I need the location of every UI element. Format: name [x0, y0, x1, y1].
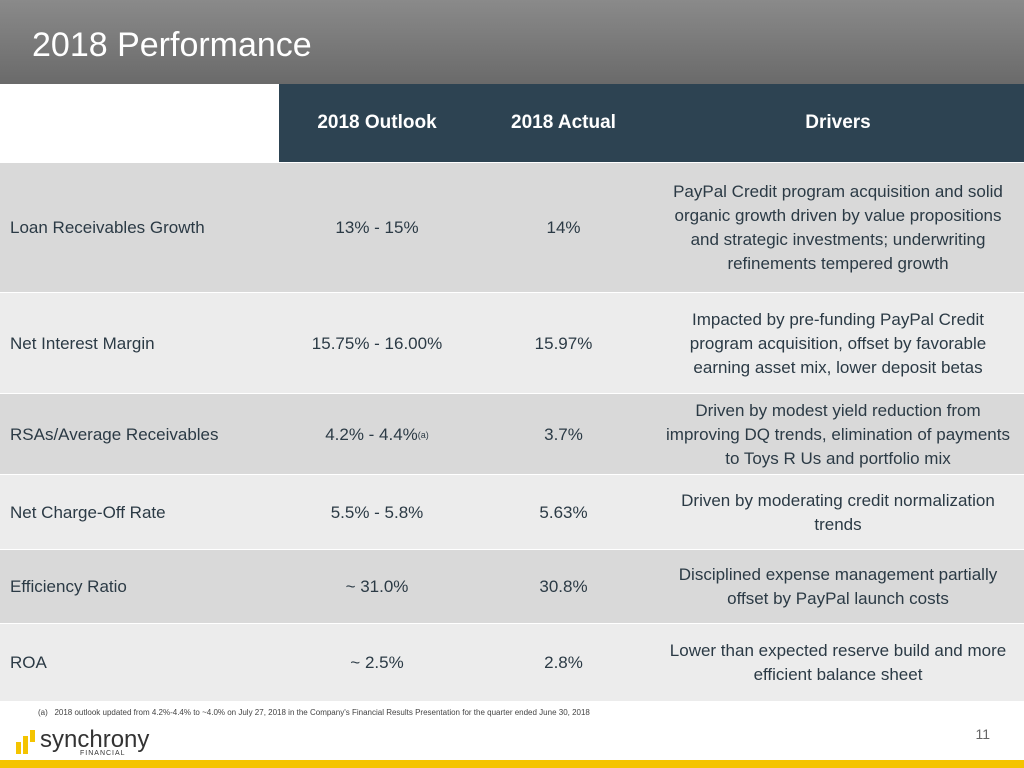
footer-bar — [0, 760, 1024, 768]
outlook-value: ~ 2.5% — [350, 652, 404, 672]
outlook: 13% - 15% — [279, 163, 475, 293]
row-label: Efficiency Ratio — [10, 577, 127, 596]
actual: 3.7% — [544, 424, 583, 444]
table-row: Efficiency Ratio ~ 31.0% 30.8% Disciplined … — [0, 549, 1024, 624]
table-row: Net Charge-Off Rate 5.5% - 5.8% 5.63% Drive… — [0, 474, 1024, 550]
row-label: RSAs/Average Receivables — [10, 424, 219, 444]
logo: synchrony — [40, 726, 150, 753]
column-header: 2018 Outlook — [317, 112, 437, 133]
outlook-value: 13% - 15% — [335, 218, 419, 237]
footnote-marker: (a) — [38, 708, 48, 717]
row-label: Loan Receivables Growth — [10, 218, 205, 237]
table-row: RSAs/Average Receivables 4.2% - 4.4% (a) 3.… — [0, 393, 1024, 475]
table-row: Net Interest Margin 15.75% - 16.00% 15.97%… — [0, 292, 1024, 394]
outlook: 5.5% - 5.8% — [279, 475, 475, 550]
title-bar: 2018 Performance — [0, 0, 1024, 84]
table-row: Loan Receivables Growth 13% - 15% 14% PayPa… — [0, 162, 1024, 293]
page-number: 11 — [975, 726, 990, 742]
column-header: Drivers — [805, 112, 871, 133]
actual: 14% — [546, 218, 581, 237]
actual: 5.63% — [539, 502, 588, 522]
drivers: Impacted by pre-funding PayPal Credit pr… — [689, 309, 987, 377]
table-row: ROA ~ 2.5% 2.8% Lower than expected reserve… — [0, 623, 1024, 701]
logo-sub: FINANCIAL — [80, 750, 126, 757]
column-header: 2018 Actual — [511, 112, 616, 133]
footnote-text: 2018 outlook updated from 4.2%-4.4% to ~… — [54, 708, 590, 717]
drivers: Driven by modest yield reduction from im… — [666, 400, 1010, 468]
footnote: (a) 2018 outlook updated from 4.2%-4.4% … — [38, 708, 590, 717]
actual: 15.97% — [534, 333, 593, 353]
actual: 2.8% — [544, 652, 583, 672]
outlook-value: 15.75% - 16.00% — [311, 333, 443, 353]
row-label: Net Interest Margin — [10, 333, 155, 353]
row-label: Net Charge-Off Rate — [10, 502, 166, 522]
drivers: Disciplined expense management partially… — [678, 565, 998, 608]
outlook-note: (a) — [417, 429, 429, 440]
outlook-value: ~ 31.0% — [345, 577, 409, 596]
outlook: ~ 2.5% — [279, 624, 475, 701]
header-row: 2018 Outlook 2018 Actual Drivers — [279, 84, 1024, 162]
outlook: ~ 31.0% — [279, 550, 475, 624]
actual: 30.8% — [539, 577, 588, 596]
row-label: ROA — [10, 652, 47, 672]
outlook: 4.2% - 4.4% (a) — [279, 394, 475, 475]
outlook-value: 4.2% - 4.4% — [325, 424, 418, 444]
logo-icon — [16, 730, 35, 754]
drivers: Driven by moderating credit normalizatio… — [681, 490, 995, 534]
drivers: PayPal Credit program acquisition and so… — [673, 182, 1003, 273]
outlook-value: 5.5% - 5.8% — [330, 502, 424, 522]
title: 2018 Performance — [32, 26, 312, 64]
outlook: 15.75% - 16.00% — [279, 293, 475, 394]
drivers: Lower than expected reserve build and mo… — [669, 640, 1007, 684]
